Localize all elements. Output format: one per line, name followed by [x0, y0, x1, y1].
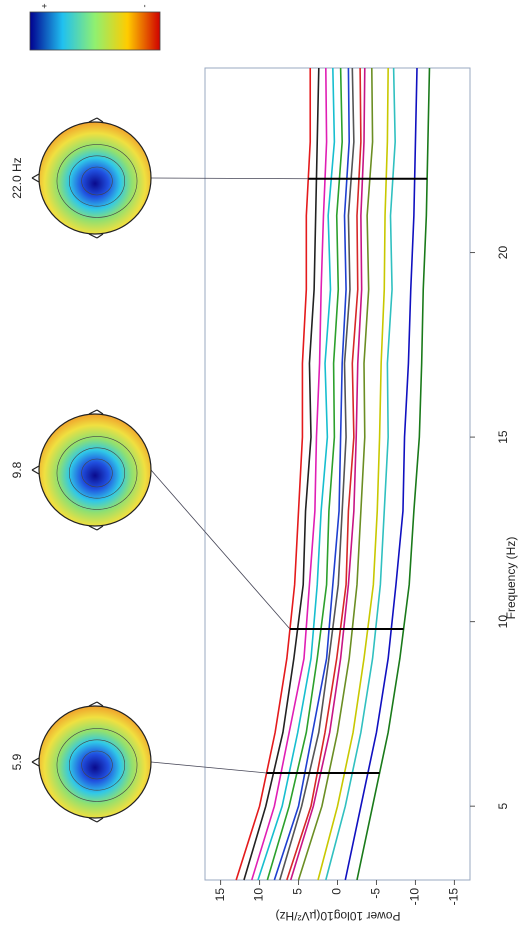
head-outline — [88, 817, 98, 823]
series-line — [279, 67, 355, 881]
colorbar — [29, 11, 161, 51]
topo-label: 22.0 Hz — [10, 157, 24, 198]
head-outline — [88, 409, 98, 415]
topo-label: 5.9 — [10, 753, 24, 770]
x-tick-label: 10 — [496, 615, 510, 629]
colorbar-label: - — [139, 5, 149, 8]
head-outline — [88, 233, 98, 239]
contour — [68, 447, 126, 499]
connector — [150, 177, 309, 180]
connector — [150, 761, 267, 774]
head-outline — [96, 117, 104, 123]
topo-label: 9.8 — [10, 461, 24, 478]
plot-frame — [204, 67, 471, 881]
x-tick-label: 20 — [496, 246, 510, 260]
head-outline — [96, 817, 104, 823]
connector — [150, 469, 291, 630]
head-outline — [88, 701, 98, 707]
head-outline — [96, 409, 104, 415]
head-outline — [96, 525, 104, 531]
rotated-chart: Frequency (Hz) Power 10log10(µV²/Hz) 5 10… — [10, 3, 518, 922]
series-line — [325, 67, 396, 881]
y-tick-label: -5 — [369, 888, 383, 899]
contour — [56, 144, 138, 218]
x-tick-label: 5 — [496, 803, 510, 810]
topo-map — [38, 413, 152, 527]
series-line — [297, 67, 374, 881]
contour — [68, 739, 126, 791]
series-line — [273, 67, 350, 881]
contour — [56, 728, 138, 802]
x-axis-title: Frequency (Hz) — [504, 537, 518, 620]
contour — [81, 458, 113, 488]
series-line — [289, 67, 366, 881]
series-line — [235, 68, 312, 881]
contour — [56, 436, 138, 510]
x-tick-label: 15 — [496, 430, 510, 444]
topo-map — [38, 121, 152, 235]
head-outline — [31, 173, 40, 179]
head-outline — [31, 177, 40, 183]
series-line — [317, 67, 389, 881]
series-line — [257, 67, 336, 881]
series-line — [286, 67, 362, 881]
y-tick-label: 0 — [330, 888, 344, 895]
y-tick-label: -15 — [447, 888, 461, 906]
topo-map — [38, 705, 152, 819]
series-line — [356, 67, 431, 881]
head-outline — [31, 465, 40, 471]
y-tick-label: 5 — [291, 888, 305, 895]
series-line — [243, 67, 320, 881]
contour — [68, 155, 126, 207]
y-tick-label: -10 — [408, 888, 422, 906]
series-line — [266, 67, 343, 881]
head-outline — [88, 525, 98, 531]
head-outline — [31, 469, 40, 475]
contour — [81, 166, 113, 196]
y-tick-label: 10 — [252, 888, 266, 902]
series-line — [344, 67, 418, 881]
head-outline — [31, 757, 40, 763]
y-axis-title: Power 10log10(µV²/Hz) — [276, 909, 401, 923]
head-outline — [31, 761, 40, 767]
head-outline — [88, 117, 98, 123]
y-tick-label: 15 — [213, 888, 227, 902]
series-line — [250, 67, 328, 881]
head-outline — [96, 233, 104, 239]
colorbar-label: + — [39, 3, 49, 8]
contour — [81, 750, 113, 780]
head-outline — [96, 701, 104, 707]
